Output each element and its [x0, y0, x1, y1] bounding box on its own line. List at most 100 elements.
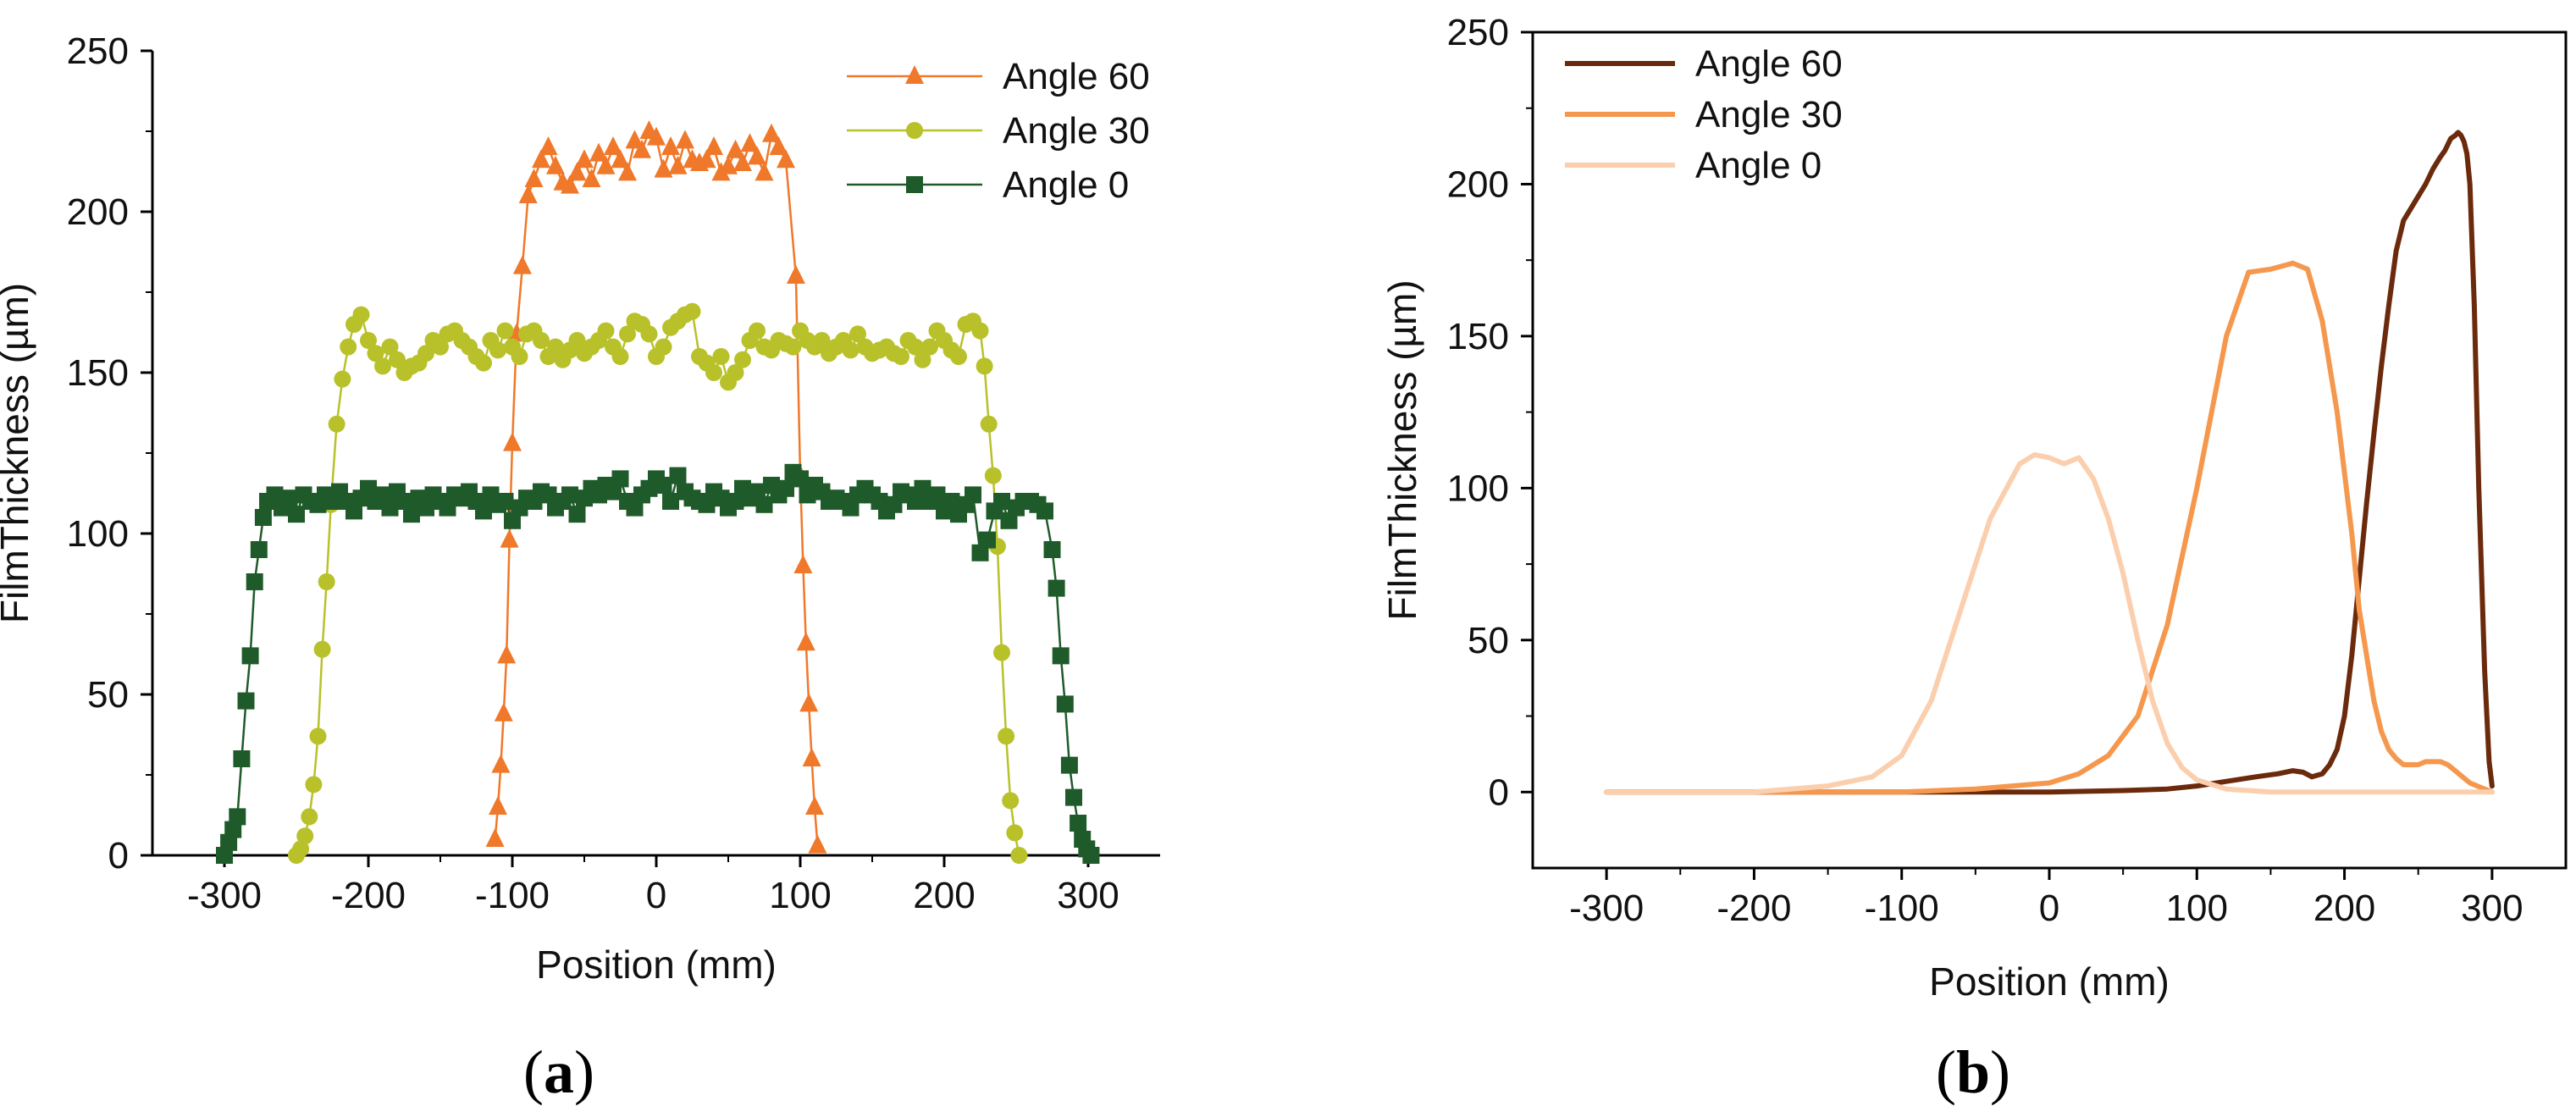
series-line-angle-0: [1604, 451, 2495, 795]
data-point: [655, 338, 672, 356]
data-point: [220, 833, 238, 851]
data-point: [417, 345, 434, 362]
data-point: [496, 322, 514, 340]
data-point: [575, 149, 594, 169]
data-point: [1065, 788, 1082, 806]
data-point: [352, 306, 370, 324]
data-point: [340, 338, 357, 356]
data-point: [965, 486, 981, 504]
data-point: [769, 136, 788, 155]
data-point: [777, 479, 794, 497]
x-tick-label: 100: [2166, 888, 2228, 929]
legend-label-angle-30: Angle 30: [1695, 94, 1843, 135]
y-tick-label: 150: [67, 352, 129, 394]
legend: Angle 60 Angle 30 Angle 0: [1565, 43, 1843, 186]
data-point: [796, 632, 815, 651]
x-tick-label: 200: [2313, 888, 2375, 929]
data-point: [727, 493, 744, 510]
series-line-angle-30: [295, 310, 1020, 857]
data-point: [980, 415, 998, 433]
data-point: [512, 255, 532, 274]
data-point: [1036, 502, 1053, 520]
data-point: [611, 470, 629, 488]
series-angle-30: [288, 302, 1028, 864]
data-point: [619, 325, 636, 343]
data-point: [568, 506, 586, 523]
data-point: [360, 479, 377, 497]
data-point: [254, 509, 272, 526]
data-point: [784, 338, 802, 356]
data-point: [224, 821, 242, 838]
data-point: [943, 493, 960, 510]
y-axis-title: FilmThickness (µm): [1380, 279, 1424, 620]
data-point: [596, 155, 616, 174]
data-point: [503, 432, 522, 451]
series-line-angle-30: [1604, 260, 2495, 795]
data-point: [842, 499, 860, 517]
y-tick-label: 100: [1447, 467, 1509, 509]
data-point: [802, 748, 821, 766]
data-point: [292, 840, 310, 858]
data-point: [683, 302, 701, 320]
data-point: [389, 351, 406, 368]
data-point: [698, 495, 716, 513]
data-point: [719, 155, 738, 174]
data-point: [305, 776, 323, 794]
data-point: [237, 692, 255, 710]
x-tick-label: -100: [475, 875, 550, 916]
data-point: [494, 702, 513, 722]
data-point: [582, 169, 601, 187]
legend-marker-angle-60: [905, 65, 924, 84]
x-tick-label: -200: [331, 875, 406, 916]
data-point: [605, 483, 622, 500]
data-point: [762, 123, 781, 142]
data-point: [381, 338, 399, 356]
data-point: [668, 155, 688, 174]
data-point: [367, 345, 384, 362]
data-point: [984, 467, 1002, 484]
data-point: [727, 364, 744, 381]
data-point: [998, 727, 1015, 745]
data-point: [500, 528, 519, 548]
x-tick-label: -100: [1865, 888, 1939, 929]
data-point: [712, 348, 730, 365]
data-point: [661, 136, 680, 155]
data-point: [589, 142, 608, 162]
data-point: [749, 322, 766, 340]
legend-marker-angle-0: [906, 176, 923, 193]
data-point: [726, 139, 745, 158]
data-point: [749, 483, 766, 500]
data-point: [950, 348, 967, 365]
data-point: [334, 370, 351, 388]
y-tick-label: 0: [1489, 771, 1509, 813]
x-tick-label: -200: [1716, 888, 1791, 929]
data-point: [979, 531, 996, 549]
data-point: [233, 750, 251, 767]
data-point: [1010, 847, 1028, 864]
x-tick-label: 0: [2039, 888, 2059, 929]
data-point: [403, 506, 420, 523]
x-tick-label: 0: [646, 875, 666, 916]
data-point: [395, 493, 413, 510]
series-angle-60: [1604, 130, 2495, 795]
data-point: [489, 341, 506, 359]
data-point: [216, 847, 233, 864]
data-point: [733, 152, 752, 171]
data-point: [697, 149, 716, 169]
data-point: [309, 727, 327, 745]
y-tick-label: 150: [1447, 316, 1509, 357]
data-point: [561, 486, 578, 504]
data-point: [301, 808, 318, 826]
data-point: [1002, 792, 1020, 810]
legend-label-angle-60: Angle 60: [1695, 43, 1843, 85]
data-point: [1043, 541, 1061, 558]
legend-label-angle-0: Angle 0: [1695, 145, 1821, 186]
data-point: [792, 470, 809, 488]
data-point: [676, 130, 694, 149]
data-point: [611, 149, 630, 169]
data-point: [497, 644, 517, 664]
data-point: [568, 332, 586, 349]
data-point: [533, 332, 550, 349]
data-point: [808, 834, 827, 854]
